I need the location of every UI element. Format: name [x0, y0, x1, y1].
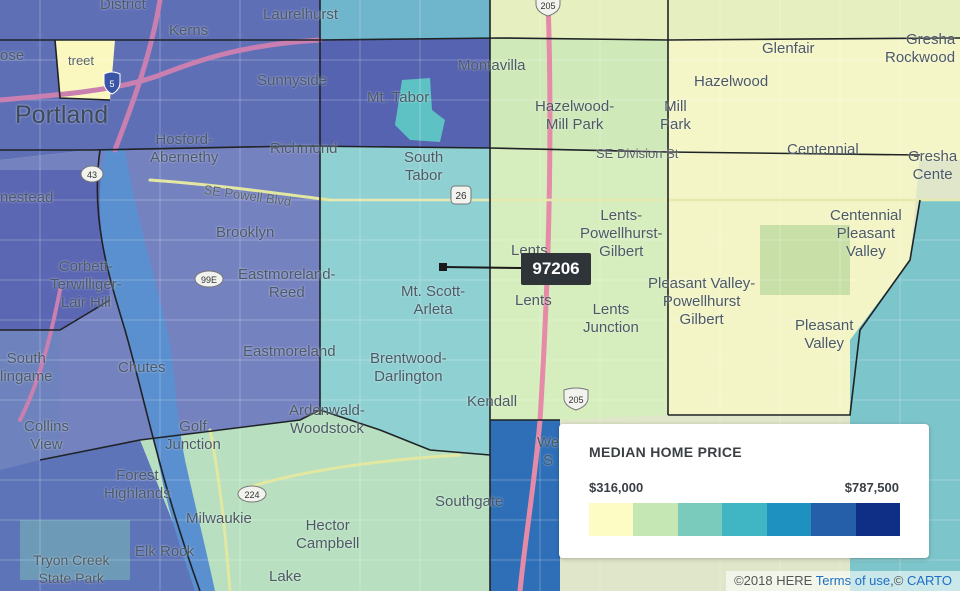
place-label-collins-view: Collins View	[24, 418, 70, 453]
place-label-mt-tabor: Mt. Tabor	[367, 89, 430, 106]
legend-min-label: $316,000	[589, 480, 644, 495]
place-label-centennial-st: Centennial	[787, 141, 859, 158]
legend-swatch-3	[677, 503, 723, 536]
place-label-lents-junction: Lents Junction	[583, 301, 639, 336]
mt-tabor-park	[395, 78, 445, 142]
zip-polygon-97222[interactable]	[490, 420, 560, 591]
place-label-milwaukie: Milwaukie	[186, 510, 252, 527]
place-label-portland: Portland	[15, 101, 109, 129]
place-label-hazelwood: Hazelwood	[694, 73, 769, 90]
place-label-mill-park: Mill Park	[660, 98, 691, 133]
place-label-richmond: Richmond	[270, 140, 338, 157]
place-label-district: District	[100, 0, 146, 13]
zip-callout-line	[442, 266, 522, 269]
place-label-gresham-center: Gresha Cente	[908, 148, 958, 183]
place-label-hosford-abernethy: Hosford- Abernethy	[150, 131, 219, 166]
zip-polygon-97213[interactable]	[320, 0, 490, 40]
place-label-eastmoreland: Eastmoreland	[243, 343, 336, 360]
legend-swatch-4	[722, 503, 767, 536]
place-label-street: treet	[68, 53, 95, 68]
street-label-se-division: SE Division St	[596, 146, 679, 161]
place-label-corbett: Corbett- Terwilliger- Lair Hill	[50, 258, 122, 311]
legend-swatch-6	[811, 503, 856, 536]
zip-polygon-97220[interactable]	[490, 0, 960, 40]
place-label-eastmoreland-reed: Eastmoreland- Reed	[238, 266, 336, 301]
legend-max-label: $787,500	[844, 480, 899, 495]
place-label-tryon-creek: Tryon Creek State Park	[33, 552, 110, 586]
place-label-brooklyn: Brooklyn	[216, 224, 275, 241]
zip-callout-point	[439, 263, 447, 271]
place-label-rose-city: ose	[0, 47, 25, 64]
place-label-glenfair: Glenfair	[762, 40, 815, 57]
legend-color-ramp	[589, 503, 900, 536]
zip-polygon-97239[interactable]	[0, 170, 110, 330]
place-label-south-tabor: South Tabor	[404, 149, 444, 184]
zip-polygon-97230[interactable]	[668, 38, 960, 160]
legend-title: MEDIAN HOME PRICE	[589, 444, 742, 460]
zip-polygon-97232[interactable]	[55, 40, 115, 100]
place-label-kendall: Kendall	[467, 393, 518, 410]
place-label-pleasant-valley: Pleasant Valley	[795, 317, 854, 352]
legend-swatch-5	[766, 503, 812, 536]
place-label-brentwood-darlington: Brentwood- Darlington	[370, 350, 447, 385]
place-label-lake: Lake	[269, 568, 302, 585]
legend-panel: MEDIAN HOME PRICE $316,000 $787,500	[559, 424, 929, 558]
place-label-elk-rock: Elk Rock	[135, 543, 195, 560]
place-label-laurelhurst: Laurelhurst	[263, 6, 339, 23]
place-label-montavilla: Montavilla	[458, 57, 526, 74]
place-label-gresham-north: Gresha	[906, 31, 956, 48]
attribution-separator: ,©	[890, 573, 904, 588]
place-label-west-partial: We S	[537, 434, 560, 469]
park-patch	[20, 520, 130, 580]
place-label-centennial: Centennial Pleasant Valley	[830, 207, 902, 260]
place-label-brooklyn-west: nestead	[0, 189, 54, 206]
zip-polygon-97267[interactable]	[140, 410, 490, 591]
place-label-forest-highlands: Forest Highlands	[104, 467, 171, 502]
place-label-golf-junction: Golf Junction	[165, 418, 221, 453]
place-label-lents: Lents	[515, 292, 552, 309]
place-label-lents-powellhurst: Lents- Powellhurst- Gilbert	[580, 207, 663, 260]
legend-swatch-2	[633, 503, 678, 536]
park-patch	[760, 225, 850, 295]
place-label-south-burlingame: South lingame	[0, 350, 53, 385]
legend-swatch-1	[589, 503, 634, 536]
place-label-ardenwald: Ardenwald- Woodstock	[289, 402, 365, 437]
willamette-river	[99, 150, 215, 591]
place-label-mt-scott-arleta: Mt. Scott- Arleta	[401, 283, 466, 318]
zip-polygon-97206[interactable]	[320, 146, 490, 455]
place-label-sunnyside: Sunnyside	[257, 72, 328, 89]
place-label-kerns: Kerns	[169, 22, 209, 39]
place-label-pleasant-valley-pg: Pleasant Valley- Powellhurst Gilbert	[648, 275, 756, 328]
place-label-hazelwood-mill-park: Hazelwood- Mill Park	[535, 98, 615, 133]
zip-code-tooltip: 97206	[521, 253, 591, 285]
map-attribution: ©2018 HERE Terms of use,© CARTO	[726, 571, 960, 591]
attribution-copyright: ©2018 HERE	[734, 573, 813, 588]
zip-polygon-97216[interactable]	[490, 38, 668, 150]
place-label-chutes: Chutes	[118, 359, 166, 376]
terms-of-use-link[interactable]: Terms of use	[815, 573, 891, 588]
place-label-rockwood: Rockwood	[885, 49, 956, 66]
place-label-hector-campbell: Hector Campbell	[296, 517, 360, 552]
legend-swatch-7	[855, 503, 900, 536]
place-label-southgate: Southgate	[435, 493, 504, 510]
carto-link[interactable]: CARTO	[906, 573, 952, 588]
